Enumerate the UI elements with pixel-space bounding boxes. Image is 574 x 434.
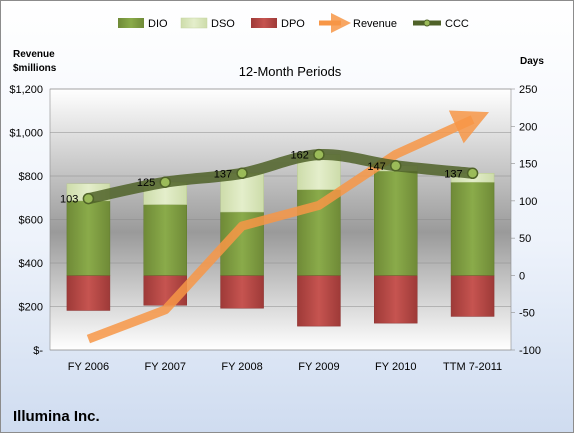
y-left-tick-label: $- bbox=[33, 345, 43, 357]
ccc-data-label: 137 bbox=[214, 168, 232, 180]
legend-swatch-dso bbox=[180, 17, 208, 29]
bar-dio bbox=[66, 200, 111, 276]
ccc-point bbox=[159, 176, 171, 188]
bar-dpo bbox=[220, 275, 264, 309]
legend: DIO DSO DPO Revenue CCC bbox=[118, 13, 469, 33]
x-tick-label: TTM 7-2011 bbox=[443, 361, 502, 373]
ccc-data-label: 162 bbox=[291, 150, 309, 162]
x-tick-label: FY 2009 bbox=[298, 361, 339, 373]
legend-swatch-dpo bbox=[251, 18, 277, 28]
ccc-data-label: 137 bbox=[444, 168, 462, 180]
bar-dpo bbox=[297, 275, 341, 327]
legend-label-ccc: CCC bbox=[445, 18, 469, 30]
revenue-series bbox=[86, 110, 489, 344]
legend-label-revenue: Revenue bbox=[353, 18, 397, 30]
bar-dpo bbox=[450, 275, 495, 317]
company-name: Illumina Inc. bbox=[13, 408, 100, 425]
y-left-tick-label: $1,200 bbox=[9, 84, 43, 96]
ccc-point bbox=[236, 167, 248, 180]
y-right-ticks: -100 -50 0 50 100 150 200 250 bbox=[511, 84, 541, 357]
y-right-tick-label: -100 bbox=[519, 345, 541, 357]
y-left-tick-label: $800 bbox=[19, 171, 43, 183]
ccc-line bbox=[82, 149, 479, 205]
x-ticks: FY 2006 FY 2007 FY 2008 FY 2009 FY 2010 TTM 7… bbox=[68, 361, 502, 373]
y-left-tick-label: $200 bbox=[19, 302, 43, 314]
legend-label-dio: DIO bbox=[148, 18, 168, 30]
bar-dio bbox=[450, 181, 495, 276]
bar-dpo bbox=[374, 275, 418, 324]
y-right-title: Days bbox=[520, 56, 544, 67]
ccc-point bbox=[82, 192, 95, 205]
ccc-data-label: 147 bbox=[367, 161, 385, 173]
ccc-data-label: 103 bbox=[60, 194, 78, 206]
ccc-point bbox=[313, 148, 325, 161]
bar-dio bbox=[143, 204, 187, 276]
y-left-tick-label: $1,000 bbox=[9, 128, 43, 140]
y-right-tick-label: -50 bbox=[519, 308, 535, 320]
y-left-title-line1: Revenue bbox=[13, 49, 55, 60]
x-tick-label: FY 2008 bbox=[221, 361, 262, 373]
ccc-data-label: 125 bbox=[137, 177, 155, 189]
x-tick-label: FY 2007 bbox=[145, 361, 186, 373]
y-right-tick-label: 250 bbox=[519, 84, 537, 96]
y-right-tick-label: 150 bbox=[519, 159, 537, 171]
bar-dpo bbox=[66, 275, 111, 311]
legend-label-dpo: DPO bbox=[281, 18, 305, 30]
y-left-ticks: $- $200 $400 $600 $800 $1,000 $1,200 bbox=[9, 84, 43, 357]
ccc-point bbox=[466, 167, 479, 180]
ccc-series: 103 125 137 162 147 137 bbox=[60, 148, 479, 206]
y-left-tick-label: $600 bbox=[19, 215, 43, 227]
y-right-tick-label: 0 bbox=[519, 270, 525, 282]
y-left-title-line2: $millions bbox=[13, 63, 57, 74]
legend-label-dso: DSO bbox=[211, 18, 235, 30]
y-right-tick-label: 200 bbox=[519, 121, 537, 133]
chart-title: 12-Month Periods bbox=[239, 64, 342, 79]
legend-marker-ccc bbox=[423, 19, 431, 27]
y-right-tick-label: 100 bbox=[519, 196, 537, 208]
x-tick-label: FY 2006 bbox=[68, 361, 109, 373]
legend-swatch-dio bbox=[118, 18, 144, 28]
y-left-tick-label: $400 bbox=[19, 258, 43, 270]
y-right-tick-label: 50 bbox=[519, 233, 531, 245]
x-tick-label: FY 2010 bbox=[375, 361, 416, 373]
ccc-point bbox=[390, 160, 402, 172]
bars bbox=[66, 154, 495, 327]
revenue-line bbox=[86, 110, 489, 344]
bar-dio bbox=[374, 170, 418, 276]
